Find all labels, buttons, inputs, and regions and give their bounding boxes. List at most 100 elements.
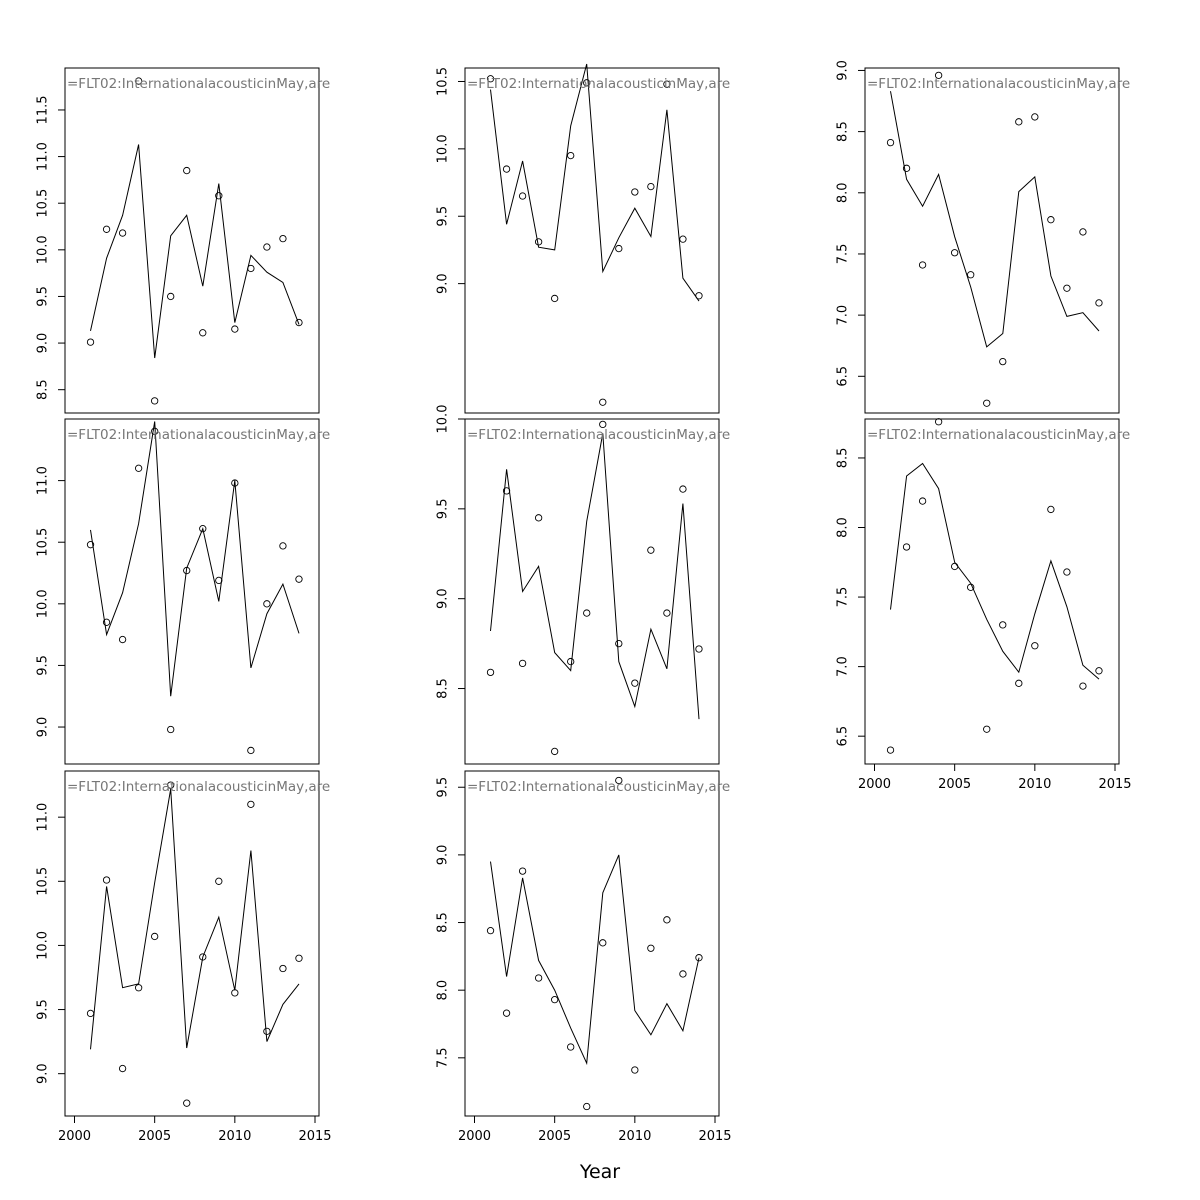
y-tick-label: 6.5	[836, 726, 851, 747]
panel-1: 8.5 9.0 9.5 10.0 10.5 11.0 11.5 =FLT02:Internat…	[36, 67, 330, 414]
observed-point	[615, 639, 623, 648]
observed-point	[679, 485, 687, 493]
y-tick-label: 8.5	[36, 379, 51, 400]
observed-point	[615, 776, 623, 785]
observed-point	[486, 926, 495, 935]
y-tick-label: 9.5	[436, 206, 451, 227]
y-tick-label: 9.5	[36, 999, 51, 1020]
observed-point	[247, 800, 255, 808]
y-tick-label: 10.5	[36, 867, 51, 896]
observed-point	[167, 725, 175, 734]
y-tick-label: 9.5	[436, 777, 451, 798]
y-tick-label: 9.0	[36, 1063, 51, 1084]
observed-point	[231, 479, 239, 487]
observed-point	[183, 166, 191, 175]
y-tick-label: 8.0	[836, 182, 851, 203]
x-axis-title: Year	[579, 1161, 620, 1183]
observed-point	[86, 541, 95, 549]
panel-label: =FLT02:InternationalacousticinMay,are	[467, 427, 730, 443]
observed-point	[599, 420, 607, 429]
observed-point	[247, 746, 255, 755]
observed-point	[886, 138, 895, 147]
observed-point	[886, 746, 895, 754]
y-tick-label: 7.0	[836, 656, 851, 677]
y-tick-label: 6.5	[836, 366, 851, 387]
fitted-line	[490, 854, 700, 1066]
observed-point	[134, 77, 143, 85]
panel-4: 9.0 9.5 10.0 10.5 11.0 =FLT02:Internationalac…	[36, 418, 330, 765]
observed-point	[295, 318, 303, 327]
observed-point	[631, 679, 639, 687]
observed-point	[551, 294, 559, 303]
observed-point	[567, 1043, 575, 1051]
observed-point	[951, 562, 959, 571]
observed-point	[967, 271, 975, 279]
observed-point	[1063, 568, 1071, 576]
observed-point	[295, 954, 303, 962]
observed-point	[102, 618, 111, 626]
y-tick-label: 8.0	[436, 980, 451, 1001]
observed-point	[951, 249, 959, 257]
fitted-line	[90, 788, 300, 1050]
observed-point	[918, 261, 927, 269]
observed-point	[934, 418, 943, 426]
fitted-line	[890, 462, 1100, 680]
y-tick-label: 9.0	[436, 273, 451, 294]
y-tick-label: 10.5	[36, 528, 51, 557]
observed-point	[534, 974, 543, 982]
observed-point	[567, 657, 575, 666]
fitted-line	[90, 144, 300, 359]
observed-point	[118, 635, 127, 644]
observed-point	[567, 151, 575, 160]
observed-point	[151, 932, 159, 941]
observed-point	[486, 668, 495, 677]
observed-point	[151, 397, 159, 405]
x-tick-label: 2015	[298, 1129, 331, 1144]
observed-point	[295, 575, 303, 583]
x-tick-label: 2015	[1098, 777, 1131, 792]
y-tick-label: 8.5	[836, 121, 851, 142]
observed-point	[183, 1099, 191, 1107]
panel-frame	[864, 67, 1120, 414]
observed-point	[231, 325, 239, 333]
observed-point	[551, 747, 559, 756]
observed-point	[679, 235, 687, 243]
y-tick-label: 9.0	[436, 845, 451, 866]
observed-point	[134, 464, 143, 472]
observed-point	[231, 989, 239, 997]
observed-point	[983, 725, 991, 733]
panel-frame	[64, 418, 320, 765]
fitted-line	[890, 91, 1100, 348]
fitted-line	[490, 433, 700, 720]
observed-point	[999, 621, 1007, 629]
observed-point	[86, 1009, 95, 1018]
y-tick-label: 9.0	[436, 588, 451, 609]
observed-point	[663, 609, 671, 617]
observed-point	[599, 939, 607, 947]
observed-point	[247, 264, 255, 273]
y-tick-label: 10.0	[36, 931, 51, 960]
y-tick-label: 9.0	[836, 60, 851, 81]
observed-point	[518, 659, 527, 668]
observed-point	[1047, 505, 1055, 514]
observed-point	[518, 867, 527, 875]
panel-3: 6.5 7.0 7.5 8.0 8.5 9.0 =FLT02:Internationalac…	[836, 60, 1130, 414]
observed-point	[215, 576, 223, 585]
observed-point	[647, 944, 655, 952]
observed-point	[151, 427, 159, 435]
y-tick-label: 11.5	[36, 95, 51, 124]
y-tick-label: 9.5	[36, 655, 51, 676]
panel-frame	[864, 418, 1120, 765]
observed-point	[647, 182, 655, 191]
observed-point	[918, 497, 927, 505]
observed-point	[263, 1027, 271, 1036]
y-tick-label: 7.0	[836, 305, 851, 326]
observed-point	[279, 234, 287, 243]
panel-frame	[464, 67, 720, 414]
panel-2: 9.0 9.5 10.0 10.5 =FLT02:Internationalacoust…	[436, 63, 730, 414]
observed-point	[279, 964, 287, 973]
y-tick-label: 10.0	[436, 405, 451, 434]
observed-point	[631, 1066, 639, 1074]
observed-point	[1047, 216, 1055, 224]
